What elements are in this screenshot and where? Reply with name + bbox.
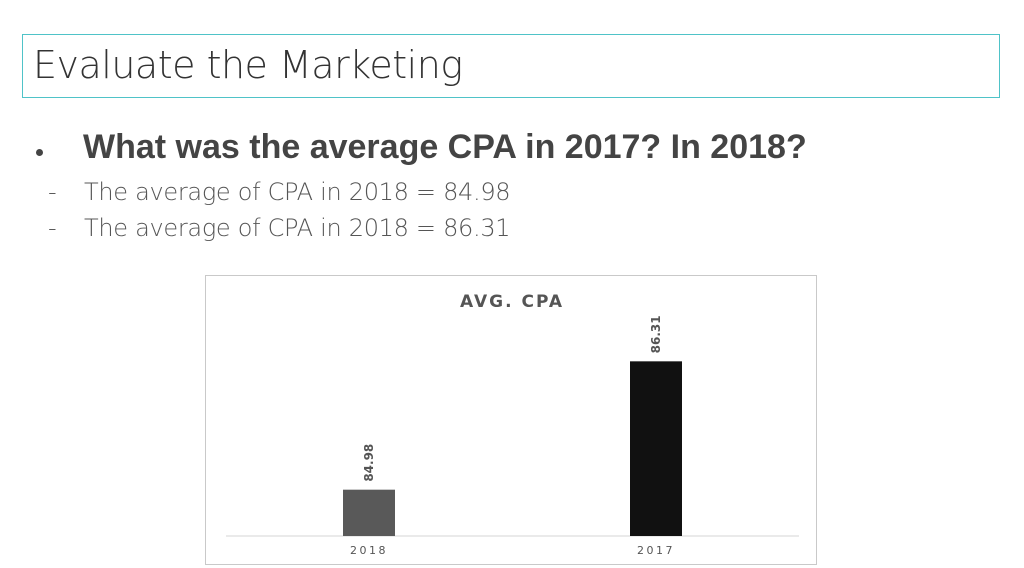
answer-item-1: - The average of CPA in 2018 = 84.98 bbox=[48, 178, 511, 206]
answer-item-2: - The average of CPA in 2018 = 86.31 bbox=[48, 214, 511, 242]
answer-text-1: The average of CPA in 2018 = 84.98 bbox=[84, 178, 511, 206]
dash-marker: - bbox=[48, 214, 57, 242]
data-label-2018: 84.98 bbox=[362, 444, 376, 482]
bar-2017 bbox=[630, 361, 682, 536]
x-tick-label-2018: 2018 bbox=[350, 544, 388, 557]
dash-marker: - bbox=[48, 178, 57, 206]
question-text: What was the average CPA in 2017? In 201… bbox=[83, 128, 807, 166]
question-bullet: What was the average CPA in 2017? In 201… bbox=[36, 128, 807, 167]
answer-text-2: The average of CPA in 2018 = 86.31 bbox=[84, 214, 511, 242]
slide-title: Evaluate the Marketing bbox=[33, 43, 463, 87]
title-box: Evaluate the Marketing bbox=[22, 34, 1000, 98]
data-label-2017: 86.31 bbox=[649, 315, 663, 353]
chart-title: AVG. CPA bbox=[460, 292, 564, 312]
bullet-dot-icon bbox=[36, 149, 43, 156]
avg-cpa-chart: AVG. CPA 84.98 2018 86.31 2017 bbox=[226, 292, 799, 557]
chart-frame: AVG. CPA 84.98 2018 86.31 2017 bbox=[205, 275, 817, 565]
bars-group: 84.98 2018 86.31 2017 bbox=[343, 315, 682, 557]
x-tick-label-2017: 2017 bbox=[637, 544, 675, 557]
bar-2018 bbox=[343, 489, 395, 536]
